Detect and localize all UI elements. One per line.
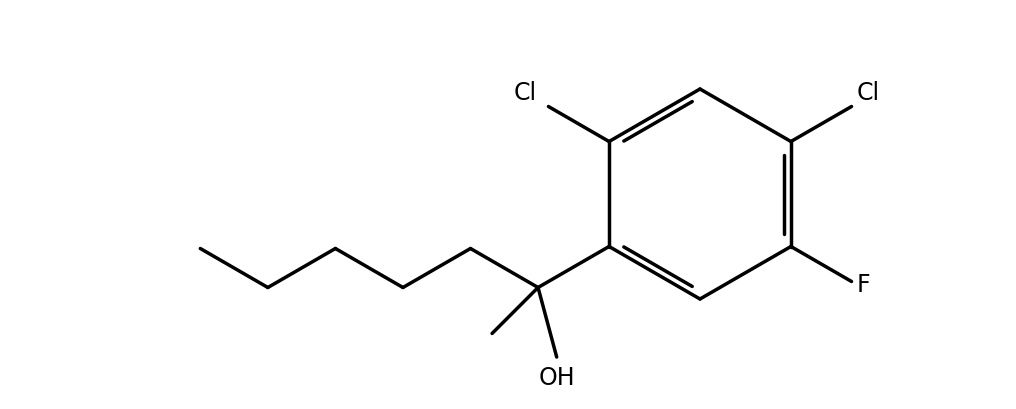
Text: OH: OH [538,365,575,389]
Text: Cl: Cl [856,81,880,105]
Text: F: F [856,272,870,296]
Text: Cl: Cl [513,81,536,105]
